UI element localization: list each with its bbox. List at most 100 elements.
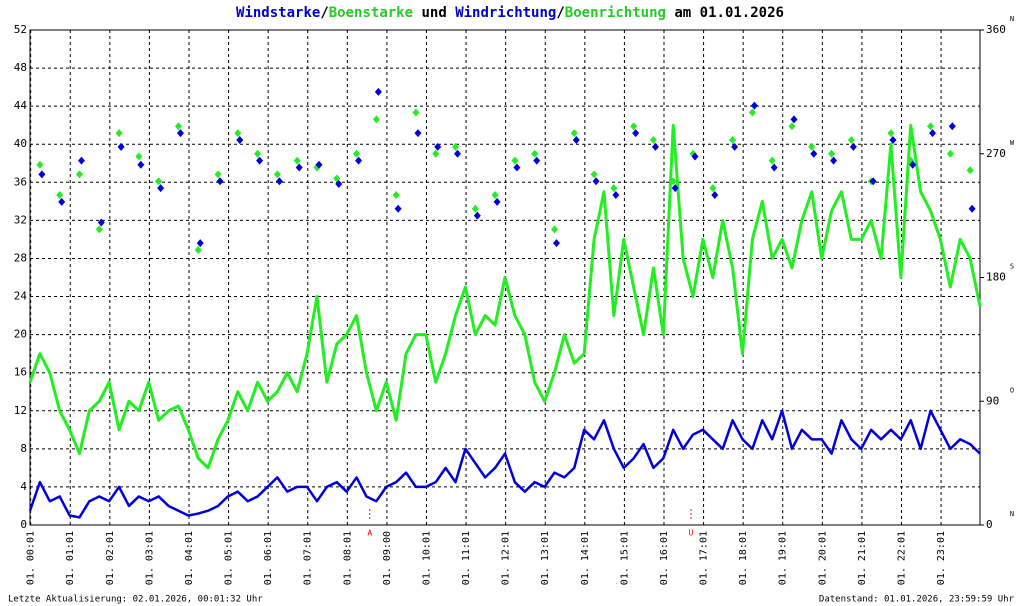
direction-marker <box>335 180 343 188</box>
x-tick-label: 01. 18:01 <box>738 531 749 585</box>
direction-marker <box>552 239 560 248</box>
x-tick-label: 01. 15:01 <box>619 531 630 585</box>
title-part: Boenrichtung <box>565 5 666 21</box>
direction-marker <box>196 239 204 248</box>
direction-marker <box>649 136 657 144</box>
direction-marker <box>513 163 521 172</box>
title-part: Windrichtung <box>455 5 556 21</box>
direction-marker <box>511 156 519 165</box>
direction-marker <box>790 115 798 124</box>
direction-marker <box>927 122 935 131</box>
direction-marker <box>612 191 620 199</box>
y2-direction-label: W <box>1010 139 1015 147</box>
title-part: Boenstarke <box>329 5 413 21</box>
y2-direction-label: S <box>1010 263 1014 271</box>
direction-marker <box>948 122 956 131</box>
direction-marker <box>788 122 796 131</box>
y-tick-label: 32 <box>14 213 27 226</box>
direction-marker <box>709 184 717 193</box>
series-line <box>28 409 981 519</box>
direction-marker <box>394 204 402 213</box>
direction-marker <box>632 129 640 138</box>
y-tick-label: 20 <box>14 328 27 341</box>
direction-marker <box>157 184 165 193</box>
direction-marker <box>273 170 281 179</box>
direction-marker <box>550 225 558 234</box>
x-tick-label: 01. 04:01 <box>184 531 195 585</box>
annotation: A <box>367 529 372 538</box>
x-tick-label: 01. 13:01 <box>540 531 551 585</box>
y-tick-label: 28 <box>14 251 27 264</box>
plot-frame <box>29 29 981 526</box>
x-tick-label: 01. 21:01 <box>857 531 868 585</box>
direction-marker <box>432 149 440 158</box>
title-part: und <box>413 5 455 21</box>
direction-marker <box>234 129 242 138</box>
footer-left: Letzte Aktualisierung: 02.01.2026, 00:01… <box>8 595 263 605</box>
direction-marker <box>176 129 184 138</box>
y-tick-label: 16 <box>14 366 27 379</box>
direction-marker <box>887 129 895 138</box>
direction-marker <box>830 156 838 165</box>
direction-marker <box>36 160 44 169</box>
y-tick-label: 52 <box>14 23 27 36</box>
y-tick-label: 48 <box>14 61 27 74</box>
direction-marker <box>669 177 677 186</box>
y-tick-label: 40 <box>14 137 27 150</box>
x-tick-label: 01. 17:01 <box>699 531 710 585</box>
direction-marker <box>750 101 758 110</box>
direction-marker <box>315 160 323 169</box>
direction-marker <box>374 87 382 96</box>
x-tick-label: 01. 20:01 <box>817 531 828 585</box>
direction-marker <box>889 136 897 144</box>
direction-marker <box>293 156 301 165</box>
direction-marker <box>473 211 481 220</box>
direction-marker <box>691 152 699 161</box>
y2-tick-label: 270 <box>986 147 1006 160</box>
direction-marker <box>353 149 361 158</box>
x-tick-label: 01. 06:01 <box>263 531 274 585</box>
y-tick-label: 8 <box>20 442 27 455</box>
x-tick-label: 01. 02:01 <box>105 531 116 585</box>
y2-direction-label: O <box>1010 386 1014 394</box>
title-part: Windstarke <box>236 5 320 21</box>
direction-marker <box>572 136 580 144</box>
direction-marker <box>58 197 66 206</box>
direction-marker <box>256 156 264 165</box>
direction-marker <box>671 184 679 193</box>
x-tick-label: 01. 16:01 <box>659 531 670 585</box>
direction-marker <box>929 129 937 138</box>
direction-marker <box>909 160 917 169</box>
direction-marker <box>216 177 224 186</box>
y2-tick-label: 90 <box>986 394 999 407</box>
direction-marker <box>471 204 479 213</box>
x-tick-label: 01. 05:01 <box>224 531 235 585</box>
x-tick-label: 01. 19:01 <box>778 531 789 585</box>
direction-marker <box>454 149 462 158</box>
x-tick-label: 01. 00:01 <box>26 531 37 585</box>
direction-marker <box>434 142 442 151</box>
y2-tick-label: 0 <box>986 518 993 531</box>
direction-marker <box>946 149 954 158</box>
x-tick-label: 01. 11:01 <box>461 531 472 585</box>
direction-marker <box>174 122 182 131</box>
direction-marker <box>491 191 499 199</box>
direction-marker <box>808 142 816 151</box>
footer-right: Datenstand: 01.01.2026, 23:59:59 Uhr <box>819 595 1015 605</box>
direction-marker <box>254 149 262 158</box>
direction-marker <box>236 136 244 144</box>
x-tick-label: 01. 10:01 <box>421 531 432 585</box>
direction-marker <box>412 108 420 117</box>
direction-marker <box>770 163 778 172</box>
direction-marker <box>630 122 638 131</box>
direction-marker <box>493 197 501 206</box>
direction-marker <box>155 177 163 186</box>
direction-marker <box>748 108 756 117</box>
direction-marker <box>77 156 85 165</box>
y-tick-label: 36 <box>14 175 27 188</box>
direction-marker <box>355 156 363 165</box>
y2-direction-label: N <box>1010 15 1014 23</box>
direction-marker <box>531 149 539 158</box>
